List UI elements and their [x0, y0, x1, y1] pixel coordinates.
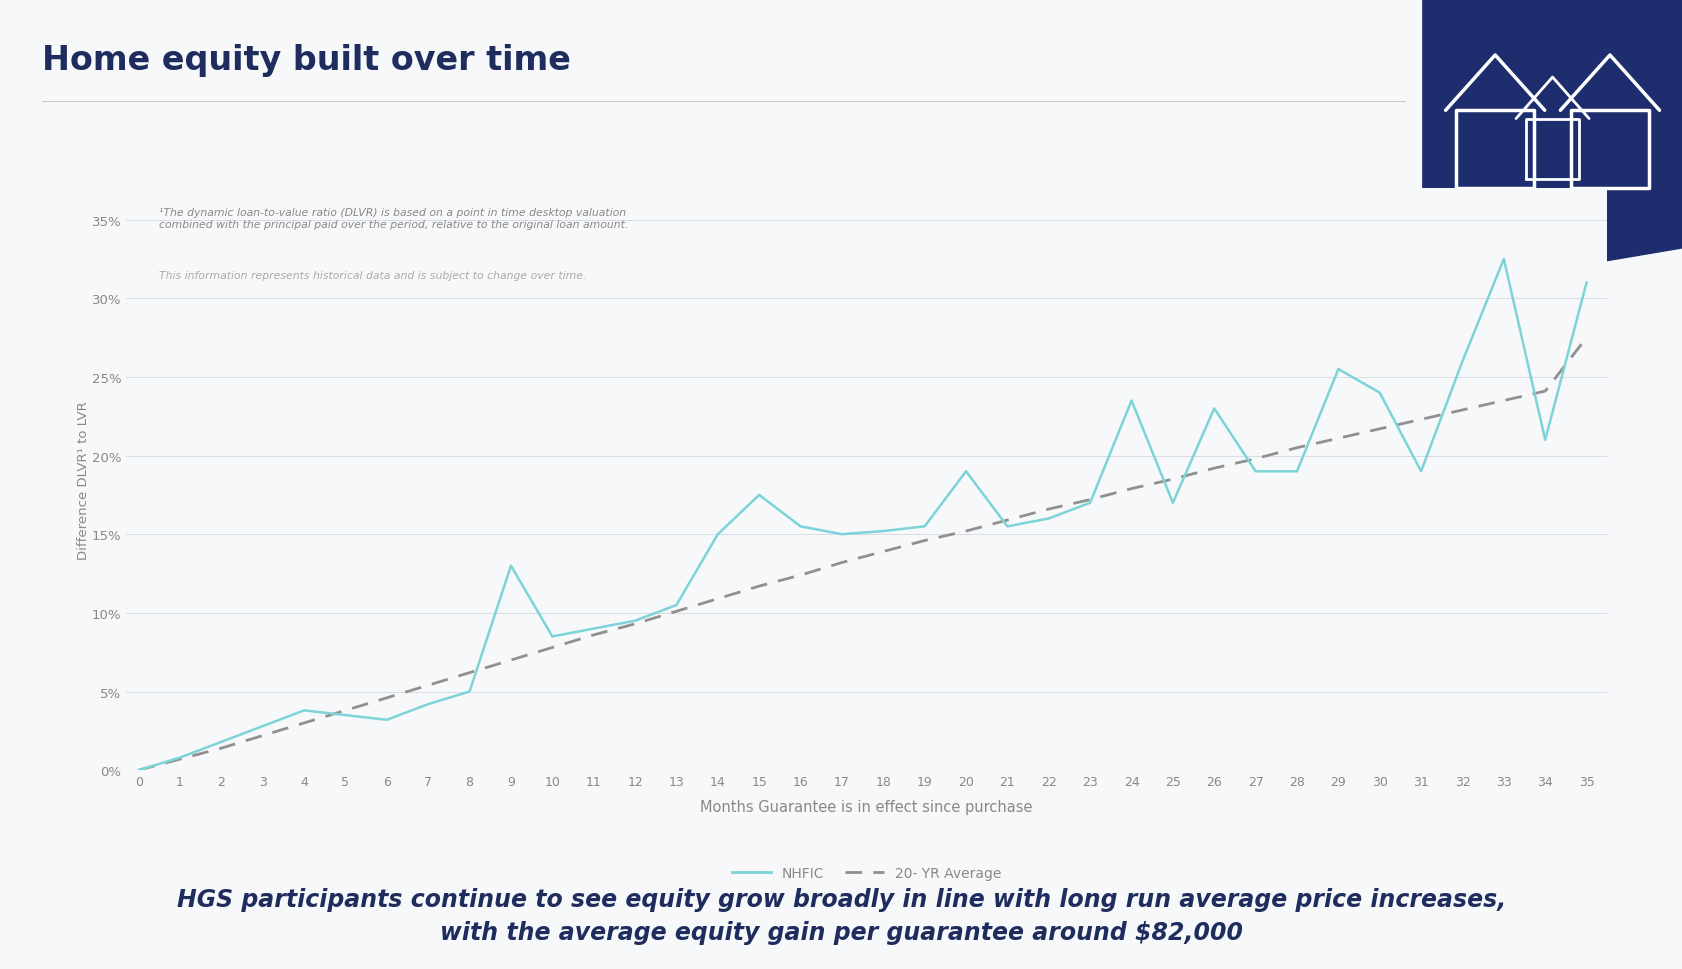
Text: and Investment Corporation: and Investment Corporation [1497, 235, 1606, 244]
Text: HGS participants continue to see equity grow broadly in line with long run avera: HGS participants continue to see equity … [177, 887, 1505, 944]
Legend: NHFIC, 20- YR Average: NHFIC, 20- YR Average [727, 860, 1006, 886]
X-axis label: Months Guarantee is in effect since purchase: Months Guarantee is in effect since purc… [700, 799, 1033, 814]
Text: ¹The dynamic loan-to-value ratio (DLVR) is based on a point in time desktop valu: ¹The dynamic loan-to-value ratio (DLVR) … [160, 207, 629, 230]
Polygon shape [1421, 0, 1682, 271]
Y-axis label: Difference DLVR¹ to LVR: Difference DLVR¹ to LVR [77, 400, 89, 559]
Text: This information represents historical data and is subject to change over time.: This information represents historical d… [160, 270, 587, 281]
Text: Home equity built over time: Home equity built over time [42, 44, 570, 77]
Text: National Housing Finance: National Housing Finance [1502, 210, 1601, 220]
